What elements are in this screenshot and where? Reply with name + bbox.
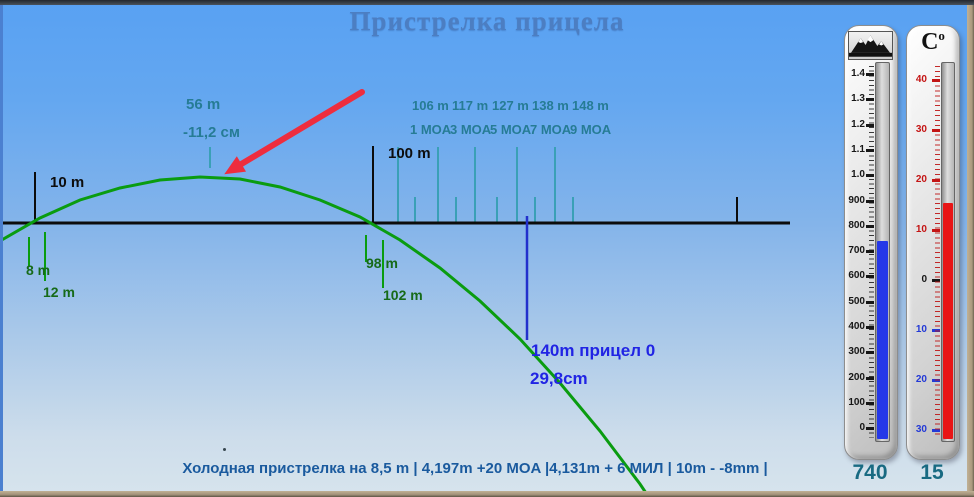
apex-distance-label: 56 m [186, 96, 221, 113]
holdover-moa-row: 1 MOA 3 MOA 5 MOA 7 MOA 9 MOA [410, 122, 612, 137]
holdover-distance-row: 106 m 117 m 127 m 138 m 148 m [412, 98, 612, 113]
apex-height-label: -11,2 см [183, 124, 240, 141]
apex-arrow-shaft [235, 89, 365, 169]
scale-label: 600 [848, 270, 865, 282]
holdover-moa-label: 7 MOA [530, 122, 572, 137]
thermometer-mercury [943, 203, 953, 439]
celsius-unit-label: Co [921, 28, 945, 55]
thermometer-tube[interactable] [941, 62, 955, 442]
barometer-tube[interactable] [875, 62, 890, 442]
far-cross-2-label: 102 m [383, 287, 423, 303]
thermometer-value: 15 [920, 461, 944, 484]
scale-label: 1.0 [851, 169, 865, 181]
scale-label: 400 [848, 321, 865, 332]
barometer-gauge[interactable]: 1.4 1.3 1.2 1.1 1.0 900 800 700 600 500 400 300 200 1… [844, 25, 898, 460]
mountain-icon [848, 31, 893, 60]
near-cross-2-label: 12 m [43, 284, 75, 300]
barometer-minor-ticks [869, 66, 874, 438]
scale-label: 200 [848, 371, 865, 383]
scale-label: 1.2 [851, 118, 865, 130]
scale-label: 20 [915, 174, 927, 185]
page-title: Пристрелка прицела [349, 6, 625, 36]
stray-dot [223, 448, 226, 451]
trajectory-curve [0, 175, 651, 497]
scale-label: 1.3 [851, 93, 865, 105]
thermometer-minor-ticks [935, 66, 940, 438]
scale-label: 100 [848, 396, 865, 408]
scale-label: 800 [848, 219, 865, 231]
holdover-moa-label: 3 MOA [450, 122, 492, 137]
scale-label: 40 [915, 74, 927, 85]
window-border-right [967, 5, 974, 497]
scale-label: 10 [915, 324, 927, 335]
window-border-left [0, 5, 3, 497]
holdover-moa-label: 1 MOA [410, 122, 452, 137]
holdover-distance-label: 106 m [412, 98, 449, 113]
holdover-distance-label: 127 m [492, 98, 529, 113]
scale-label: 30 [915, 424, 927, 435]
near-cross-1-label: 8 m [26, 262, 51, 278]
scale-label: 30 [915, 124, 927, 135]
near-zero-tick-label: 10 m [50, 174, 85, 191]
holdover-moa-label: 5 MOA [490, 122, 532, 137]
barometer-value: 740 [852, 461, 888, 484]
scale-label: 10 [915, 224, 927, 235]
holdover-distance-label: 148 m [572, 98, 609, 113]
scale-label: 0 [921, 274, 927, 285]
scale-label: 700 [848, 245, 865, 257]
barometer-mercury [877, 241, 888, 439]
cold-zero-summary: Холодная пристрелка на 8,5 m | 4,197m +2… [182, 460, 768, 477]
scale-label: 1.4 [851, 68, 865, 79]
scale-label: 900 [848, 194, 865, 206]
far-cross-1-label: 98 m [366, 255, 398, 271]
holdover-distance-label: 117 m [452, 98, 489, 113]
apex-arrow-head [224, 156, 247, 175]
holdover-distance-label: 138 m [532, 98, 569, 113]
scale-label: 0 [859, 422, 865, 434]
thermometer-gauge[interactable]: Co 40 30 20 10 0 10 20 30 [906, 25, 960, 460]
impact-drop-label: 29,8cm [530, 369, 588, 388]
window-border-bottom [0, 491, 974, 497]
scale-label: 500 [848, 295, 865, 307]
scale-label: 20 [915, 374, 927, 385]
holdover-moa-label: 9 MOA [570, 122, 612, 137]
scale-label: 300 [848, 346, 865, 358]
window-border-top [0, 0, 974, 5]
far-tick-label: 100 m [388, 145, 431, 162]
impact-distance-label: 140m прицел 0 [531, 341, 656, 360]
scale-label: 1.1 [851, 143, 865, 155]
